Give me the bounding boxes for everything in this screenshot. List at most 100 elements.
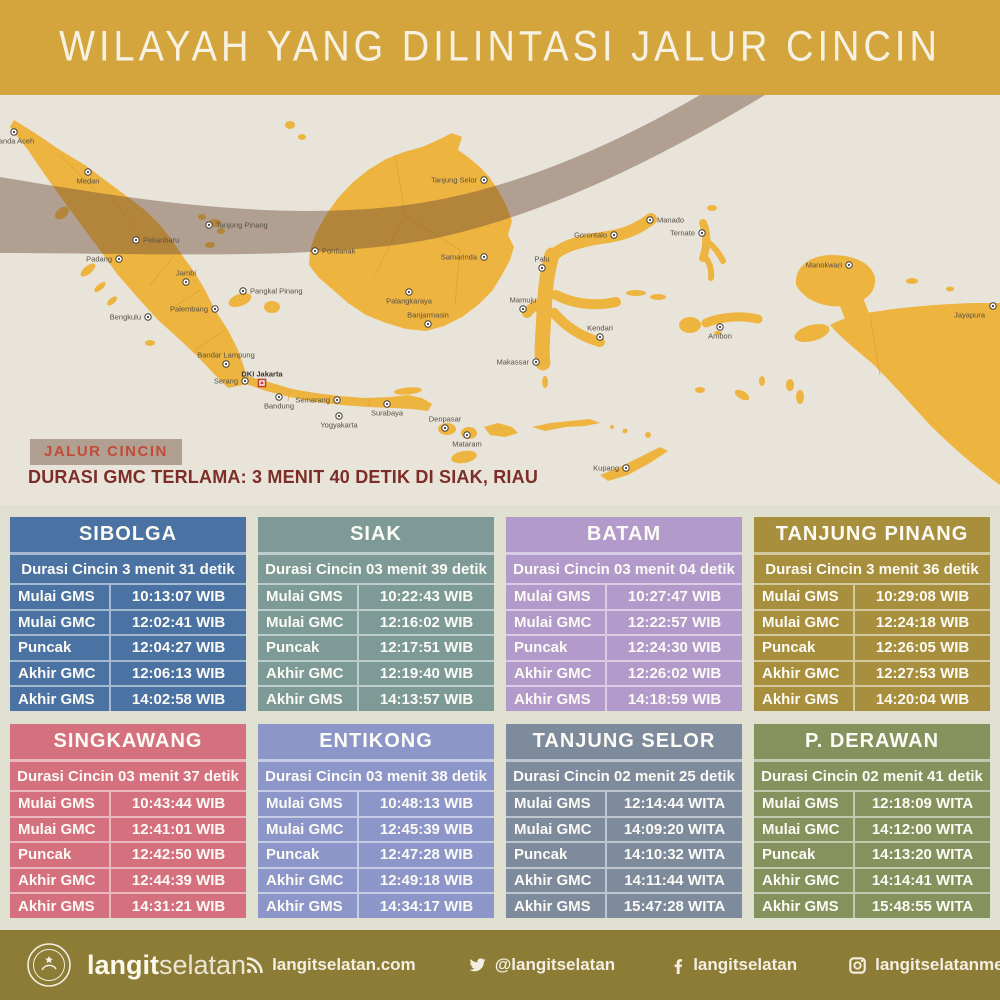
city-mamuju: Mamuju [510, 296, 536, 313]
table-row: Mulai GMS 12:14:44 WITA [506, 792, 742, 818]
row-label: Puncak [762, 846, 816, 864]
row-value: 12:06:13 WIB [109, 661, 246, 686]
city-label: Tanjung Selor [431, 176, 477, 185]
table-row: Akhir GMC 12:27:53 WIB [754, 661, 990, 688]
table-siak: SIAK Durasi Cincin 03 menit 39 detik Mulai… [258, 517, 494, 711]
table-title: SINGKAWANG [10, 724, 246, 762]
city-serang: Serang [214, 377, 249, 386]
table-title: ENTIKONG [258, 724, 494, 762]
city-label: Jambi [176, 269, 196, 278]
table-row: Puncak 12:47:28 WIB [258, 843, 494, 869]
table-row: Mulai GMS 10:29:08 WIB [754, 585, 990, 611]
table-row: Akhir GMC 14:14:41 WITA [754, 868, 990, 895]
table-row: Akhir GMS 14:13:57 WIB [258, 687, 494, 711]
row-value: 12:42:50 WIB [109, 843, 246, 867]
legend-label: JALUR CINCIN [44, 443, 168, 460]
table-duration: Durasi Cincin 03 menit 37 detik [10, 762, 246, 792]
row-value: 14:02:58 WIB [109, 687, 246, 711]
table-row: Mulai GMS 12:18:09 WITA [754, 792, 990, 818]
city-label: Bandung [264, 402, 294, 411]
row-value: 10:27:47 WIB [605, 585, 742, 609]
city-label: Banjarmasin [407, 311, 449, 320]
city-label: Kupang [593, 464, 619, 473]
city-manado: Manado [646, 216, 684, 225]
table-row: Mulai GMC 12:41:01 WIB [10, 817, 246, 844]
row-value: 14:31:21 WIB [109, 894, 246, 918]
table-title: P. DERAWAN [754, 724, 990, 762]
table-row: Akhir GMC 12:44:39 WIB [10, 868, 246, 895]
twitter-icon [468, 956, 486, 974]
city-label: Serang [214, 377, 238, 386]
table-row: Akhir GMC 12:19:40 WIB [258, 661, 494, 688]
row-label: Akhir GMS [514, 690, 591, 708]
table-batam: BATAM Durasi Cincin 03 menit 04 detik Mula… [506, 517, 742, 711]
instagram-link[interactable]: langitselatanmedia [849, 955, 1000, 975]
city-tanjung-pinang: Tanjung Pinang [205, 221, 268, 230]
row-label: Akhir GMC [762, 665, 840, 683]
city-label: Tanjung Pinang [216, 221, 268, 230]
city-label: Semarang [295, 396, 330, 405]
brand-wordmark: langitselatan [87, 950, 246, 981]
table-row: Akhir GMC 12:06:13 WIB [10, 661, 246, 688]
city-mataram: Mataram [452, 431, 482, 449]
row-label: Mulai GMC [18, 613, 96, 631]
table-entikong: ENTIKONG Durasi Cincin 03 menit 38 detik M… [258, 724, 494, 918]
table-row: Akhir GMS 15:48:55 WITA [754, 894, 990, 918]
table-row: Mulai GMS 10:48:13 WIB [258, 792, 494, 818]
table-row: Puncak 12:17:51 WIB [258, 636, 494, 662]
city-banda-aceh: Banda Aceh [0, 128, 34, 146]
twitter-link[interactable]: @langitselatan [468, 955, 615, 975]
row-value: 10:13:07 WIB [109, 585, 246, 609]
province-borders [59, 154, 881, 408]
row-label: Mulai GMC [762, 613, 840, 631]
row-value: 12:45:39 WIB [357, 817, 494, 842]
table-row: Akhir GMC 12:26:02 WIB [506, 661, 742, 688]
city-label: Pangkal Pinang [250, 287, 303, 296]
row-value: 12:24:18 WIB [853, 610, 990, 635]
table-row: Akhir GMS 14:31:21 WIB [10, 894, 246, 918]
footer: langitselatan langitselatan.com @langits… [0, 930, 1000, 1000]
table-duration: Durasi Cincin 02 menit 41 detik [754, 762, 990, 792]
city-label: Gorontalo [574, 231, 607, 240]
city-semarang: Semarang [295, 396, 341, 405]
row-value: 14:20:04 WIB [853, 687, 990, 711]
row-value: 12:02:41 WIB [109, 610, 246, 635]
table-row: Mulai GMC 12:22:57 WIB [506, 610, 742, 637]
city-label: Medan [77, 177, 100, 186]
city-surabaya: Surabaya [371, 400, 404, 418]
table-row: Mulai GMC 14:12:00 WITA [754, 817, 990, 844]
city-label: Manokwari [806, 261, 843, 270]
row-label: Mulai GMS [18, 588, 95, 606]
city-label: Makassar [496, 358, 529, 367]
row-label: Mulai GMS [762, 588, 839, 606]
map-legend: JALUR CINCIN [30, 439, 182, 465]
row-label: Akhir GMS [762, 690, 839, 708]
row-value: 12:26:02 WIB [605, 661, 742, 686]
table-row: Akhir GMC 12:49:18 WIB [258, 868, 494, 895]
table-duration: Durasi Cincin 3 menit 31 detik [10, 555, 246, 585]
langitselatan-logo [25, 941, 73, 989]
header-banner: WILAYAH YANG DILINTASI JALUR CINCIN [0, 0, 1000, 95]
city-kupang: Kupang [593, 464, 630, 473]
row-value: 15:48:55 WITA [853, 894, 990, 918]
city-medan: Medan [77, 168, 100, 186]
duration-note: DURASI GMC TERLAMA: 3 MENIT 40 DETIK DI … [28, 467, 539, 487]
city-denpasar: Denpasar [429, 415, 462, 432]
facebook-link[interactable]: langitselatan [667, 955, 797, 975]
row-label: Akhir GMC [266, 665, 344, 683]
row-value: 12:49:18 WIB [357, 868, 494, 893]
city-label: Denpasar [429, 415, 462, 424]
website-link[interactable]: langitselatan.com [246, 955, 416, 975]
row-value: 10:48:13 WIB [357, 792, 494, 816]
table-row: Mulai GMC 12:16:02 WIB [258, 610, 494, 637]
city-samarinda: Samarinda [441, 253, 488, 262]
city-gorontalo: Gorontalo [574, 231, 618, 240]
instagram-icon [849, 956, 866, 974]
row-label: Mulai GMS [514, 588, 591, 606]
row-label: Akhir GMC [266, 872, 344, 890]
table-title: SIBOLGA [10, 517, 246, 555]
table-row: Mulai GMC 14:09:20 WITA [506, 817, 742, 844]
table-row: Mulai GMS 10:27:47 WIB [506, 585, 742, 611]
city-label: Pekanbaru [143, 236, 179, 245]
row-value: 12:17:51 WIB [357, 636, 494, 660]
